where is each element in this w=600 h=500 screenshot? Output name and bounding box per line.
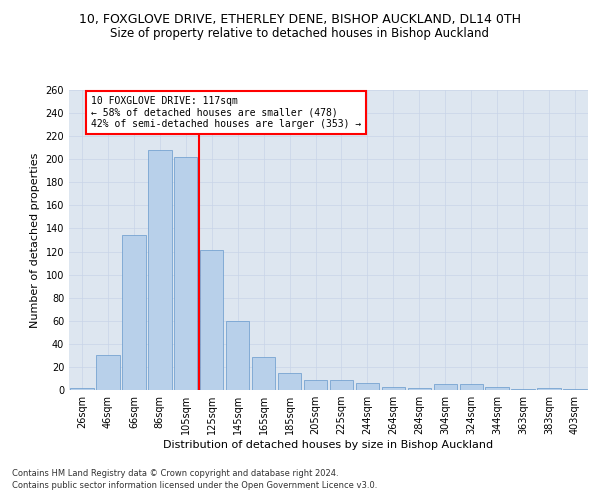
Bar: [148, 150, 172, 390]
Bar: [330, 380, 353, 390]
Text: 10 FOXGLOVE DRIVE: 117sqm
← 58% of detached houses are smaller (478)
42% of semi: 10 FOXGLOVE DRIVE: 117sqm ← 58% of detac…: [91, 96, 361, 129]
Text: Contains public sector information licensed under the Open Government Licence v3: Contains public sector information licen…: [12, 481, 377, 490]
Bar: [485, 386, 509, 390]
Bar: [434, 384, 457, 390]
Bar: [174, 157, 197, 390]
Bar: [511, 389, 535, 390]
Bar: [278, 372, 301, 390]
Text: Contains HM Land Registry data © Crown copyright and database right 2024.: Contains HM Land Registry data © Crown c…: [12, 468, 338, 477]
Bar: [122, 236, 146, 390]
Y-axis label: Number of detached properties: Number of detached properties: [30, 152, 40, 328]
X-axis label: Distribution of detached houses by size in Bishop Auckland: Distribution of detached houses by size …: [163, 440, 494, 450]
Bar: [304, 380, 327, 390]
Bar: [252, 356, 275, 390]
Bar: [226, 321, 250, 390]
Text: 10, FOXGLOVE DRIVE, ETHERLEY DENE, BISHOP AUCKLAND, DL14 0TH: 10, FOXGLOVE DRIVE, ETHERLEY DENE, BISHO…: [79, 12, 521, 26]
Bar: [563, 389, 587, 390]
Bar: [407, 388, 431, 390]
Bar: [356, 383, 379, 390]
Bar: [538, 388, 561, 390]
Bar: [382, 386, 405, 390]
Bar: [460, 384, 483, 390]
Text: Size of property relative to detached houses in Bishop Auckland: Size of property relative to detached ho…: [110, 28, 490, 40]
Bar: [70, 388, 94, 390]
Bar: [200, 250, 223, 390]
Bar: [96, 356, 119, 390]
